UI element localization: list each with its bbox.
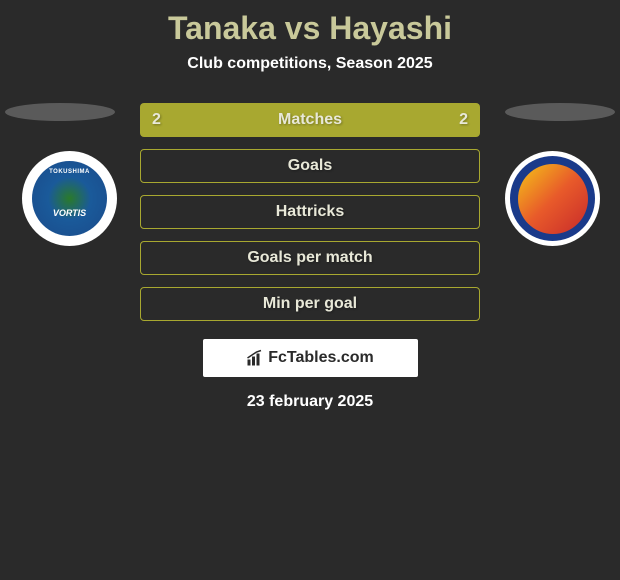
chart-icon [246,349,264,367]
player-badge-left [5,103,115,121]
subtitle-text: Club competitions, Season 2025 [0,55,620,73]
team-logo-right [505,151,600,246]
stat-bar: Min per goal [140,287,480,321]
stat-label: Matches [278,111,342,129]
player-badge-right [505,103,615,121]
date-text: 23 february 2025 [0,393,620,411]
page-title: Tanaka vs Hayashi [0,10,620,47]
stat-value-left: 2 [152,111,161,129]
content-area: TOKUSHIMA VORTIS 2 2 Matches Goals Hattricks… [0,103,620,321]
source-text: FcTables.com [268,349,374,367]
stat-label: Hattricks [276,203,344,221]
stat-bar: 2 2 Matches [140,103,480,137]
stat-bar: Hattricks [140,195,480,229]
stat-label: Goals [288,157,332,175]
source-logo: FcTables.com [246,349,374,367]
stat-bar: Goals [140,149,480,183]
vegalta-logo-icon [510,156,595,241]
vortis-name-text: VORTIS [53,208,86,218]
stats-area: 2 2 Matches Goals Hattricks Goals per match Mi… [140,103,480,321]
stat-label: Min per goal [263,295,357,313]
stat-value-right: 2 [459,111,468,129]
stat-label: Goals per match [247,249,372,267]
vegalta-inner-icon [518,164,588,234]
source-box: FcTables.com [203,339,418,377]
comparison-infographic: Tanaka vs Hayashi Club competitions, Sea… [0,0,620,421]
stat-bar: Goals per match [140,241,480,275]
team-logo-left: TOKUSHIMA VORTIS [22,151,117,246]
vortis-logo-icon: TOKUSHIMA VORTIS [32,161,107,236]
vortis-top-text: TOKUSHIMA [49,169,90,175]
